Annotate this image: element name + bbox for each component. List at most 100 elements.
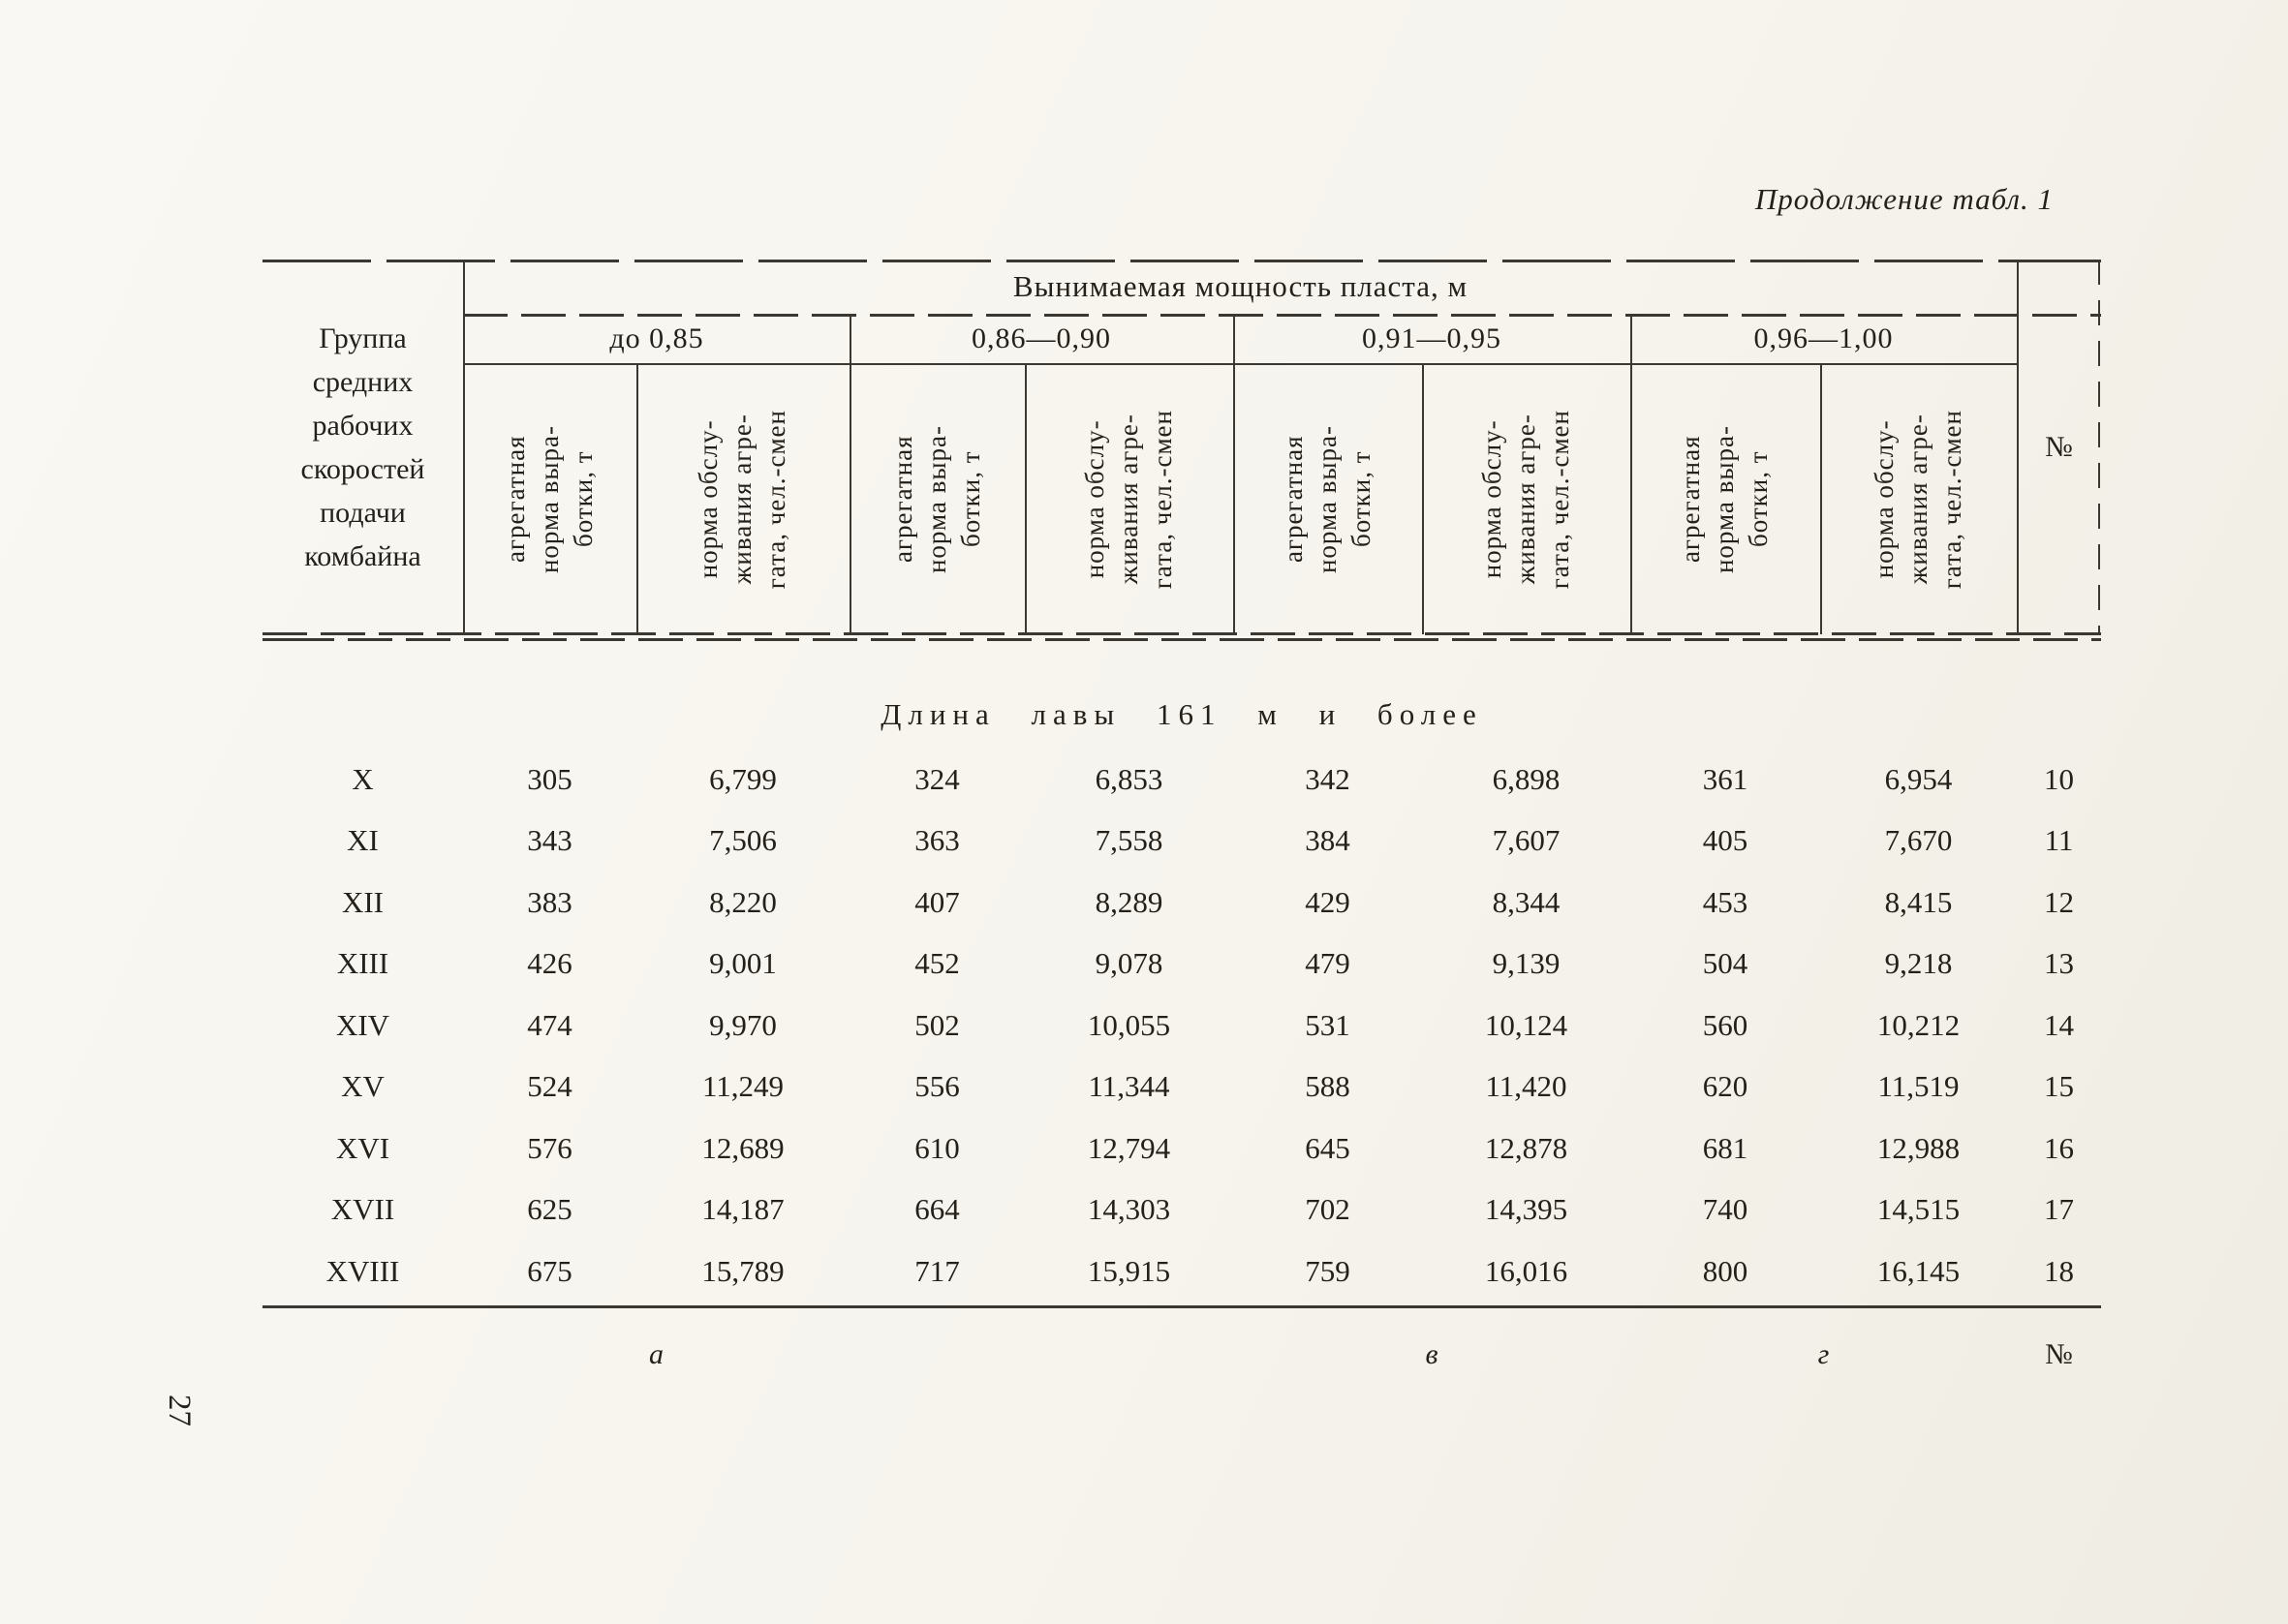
row-group: XIII (336, 946, 389, 981)
rule-vertical-group-1 (850, 314, 851, 634)
row-value: 9,001 (709, 946, 777, 981)
footer-mark-g: г (1817, 1338, 1830, 1370)
subheader-output-2: агрегатная норма выра- ботки, т (850, 365, 1025, 634)
subheader-output-3-label: агрегатная норма выра- ботки, т (1278, 425, 1376, 574)
table-row: XVII 625 14,187 664 14,303 702 14,395 74… (263, 1180, 2101, 1241)
footer-mark-number: № (2045, 1338, 2073, 1370)
row-value: 15,789 (701, 1253, 785, 1288)
row-value: 12,988 (1876, 1130, 1961, 1165)
row-value: 11,344 (1088, 1069, 1170, 1104)
row-number: 12 (2044, 884, 2074, 919)
range-header-4: 0,96—1,00 (1630, 314, 2017, 365)
row-value: 645 (1305, 1130, 1350, 1165)
rule-vertical-right-edge (2098, 260, 2100, 634)
rule-vertical-sub-1 (636, 365, 638, 634)
table-row: X 305 6,799 324 6,853 342 6,898 361 6,95… (263, 749, 2101, 811)
seam-thickness-header: Вынимаемая мощность пласта, м (1012, 269, 1469, 303)
row-value: 560 (1702, 1007, 1748, 1042)
row-value: 14,303 (1087, 1192, 1171, 1227)
row-value: 14,515 (1876, 1192, 1961, 1227)
row-group: XIV (335, 1007, 390, 1042)
row-value: 12,689 (701, 1130, 785, 1165)
subheader-service-3: норма обслу- живания агре- гата, чел.-см… (1422, 365, 1630, 634)
row-group: XV (341, 1069, 385, 1104)
table-row: XI 343 7,506 363 7,558 384 7,607 405 7,6… (263, 811, 2101, 873)
row-value: 6,898 (1492, 761, 1561, 796)
norms-table: Группа средних рабочих скоростей подачи … (263, 260, 2101, 1412)
row-value: 6,954 (1884, 761, 1953, 796)
row-value: 11,420 (1485, 1069, 1567, 1104)
row-value: 14,187 (701, 1192, 785, 1227)
row-value: 14,395 (1484, 1192, 1568, 1227)
subheader-service-2-label: норма обслу- живания агре- гата, чел.-см… (1079, 410, 1178, 590)
subheader-output-1-label: агрегатная норма выра- ботки, т (501, 425, 599, 574)
row-group: XVII (330, 1192, 395, 1227)
row-value: 717 (914, 1253, 960, 1288)
number-column-header: № (2045, 430, 2073, 463)
row-value: 10,212 (1876, 1007, 1961, 1042)
row-value: 7,506 (709, 823, 777, 858)
rule-under-span-header (463, 314, 2101, 317)
row-value: 342 (1305, 761, 1350, 796)
row-number: 16 (2044, 1130, 2074, 1165)
rule-header-bottom (263, 632, 2101, 635)
row-value: 664 (914, 1192, 960, 1227)
subheader-service-2: норма обслу- живания агре- гата, чел.-см… (1025, 365, 1233, 634)
range-header-2: 0,86—0,90 (850, 314, 1233, 365)
row-group: XVI (335, 1130, 390, 1165)
section-title: Длина лавы 161 м и более (881, 697, 1483, 731)
table-body: X 305 6,799 324 6,853 342 6,898 361 6,95… (263, 749, 2101, 1302)
table-row: XV 524 11,249 556 11,344 588 11,420 620 … (263, 1057, 2101, 1118)
row-value: 759 (1305, 1253, 1350, 1288)
row-value: 12,878 (1484, 1130, 1568, 1165)
table-row: XVI 576 12,689 610 12,794 645 12,878 681… (263, 1118, 2101, 1180)
row-value: 9,139 (1492, 946, 1561, 981)
row-value: 8,220 (709, 884, 777, 919)
subheader-service-1-label: норма обслу- живания агре- гата, чел.-см… (694, 410, 791, 590)
row-value: 12,794 (1087, 1130, 1171, 1165)
row-value: 16,016 (1484, 1253, 1568, 1288)
table-row: XII 383 8,220 407 8,289 429 8,344 453 8,… (263, 872, 2101, 934)
row-value: 407 (914, 884, 960, 919)
row-value: 9,970 (709, 1007, 777, 1042)
row-number: 13 (2044, 946, 2074, 981)
row-value: 8,344 (1492, 884, 1561, 919)
row-value: 305 (527, 761, 572, 796)
row-value: 343 (527, 823, 572, 858)
subheader-output-1: агрегатная норма выра- ботки, т (464, 365, 636, 634)
row-value: 474 (527, 1007, 572, 1042)
row-number: 15 (2044, 1069, 2074, 1104)
row-value: 6,799 (709, 761, 777, 796)
row-value: 610 (914, 1130, 960, 1165)
rule-vertical-sub-2 (1025, 365, 1027, 634)
rule-vertical-number-col (2017, 260, 2019, 634)
rule-vertical-left-col (463, 260, 465, 634)
subheader-service-1: норма обслу- живания агре- гата, чел.-см… (636, 365, 850, 634)
row-value: 15,915 (1087, 1253, 1171, 1288)
subheader-service-4-label: норма обслу- живания агре- гата, чел.-см… (1869, 410, 1967, 590)
range-header-3: 0,91—0,95 (1233, 314, 1630, 365)
row-number: 14 (2044, 1007, 2074, 1042)
row-value: 452 (914, 946, 960, 981)
row-value: 9,078 (1095, 946, 1163, 981)
row-value: 16,145 (1876, 1253, 1961, 1288)
rule-top (263, 260, 2101, 262)
row-value: 383 (527, 884, 572, 919)
row-value: 681 (1702, 1130, 1748, 1165)
rule-header-bottom-2 (263, 638, 2101, 641)
row-value: 531 (1305, 1007, 1350, 1042)
row-value: 405 (1702, 823, 1748, 858)
row-value: 702 (1305, 1192, 1350, 1227)
row-value: 9,218 (1884, 946, 1953, 981)
row-value: 324 (914, 761, 960, 796)
row-value: 8,289 (1095, 884, 1163, 919)
footer-mark-v: в (1425, 1338, 1438, 1370)
row-value: 426 (527, 946, 572, 981)
row-group: XII (341, 884, 385, 919)
row-value: 7,607 (1492, 823, 1561, 858)
row-value: 675 (527, 1253, 572, 1288)
row-value: 10,124 (1484, 1007, 1568, 1042)
row-value: 10,055 (1087, 1007, 1171, 1042)
row-value: 556 (914, 1069, 960, 1104)
